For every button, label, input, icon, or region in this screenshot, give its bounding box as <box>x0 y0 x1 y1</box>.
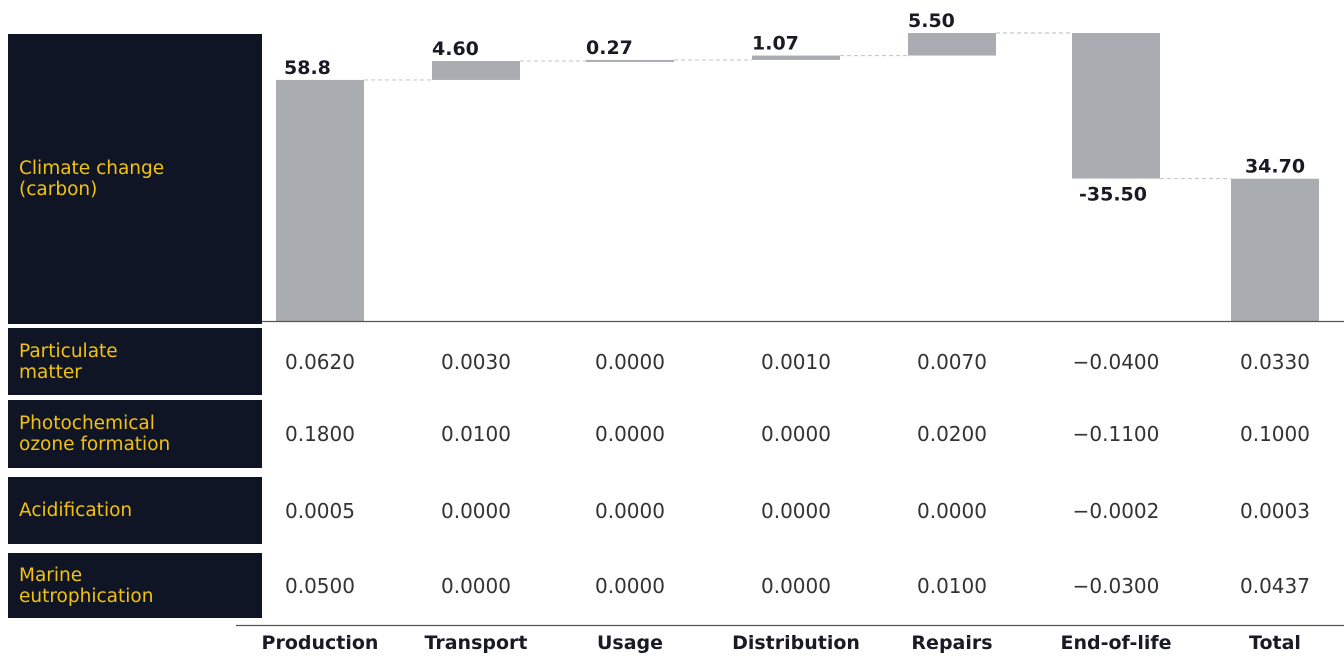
table-cell: 0.0010 <box>761 349 831 374</box>
table-cell: 0.0000 <box>595 498 665 523</box>
table-cell: 0.0330 <box>1240 349 1310 374</box>
category-label: Total <box>1249 632 1301 654</box>
category-label: Production <box>261 632 379 654</box>
bar-distribution <box>752 55 840 60</box>
value-label: 58.8 <box>284 57 331 79</box>
row-label: Climate change (carbon) <box>8 34 262 324</box>
category-label: Transport <box>424 632 528 654</box>
value-label: 1.07 <box>752 33 799 55</box>
row-label: Particulate matter <box>8 328 262 395</box>
category-label: Usage <box>596 632 664 654</box>
value-label: 5.50 <box>908 10 955 32</box>
table-cell: −0.0400 <box>1072 349 1160 374</box>
category-label: End-of-life <box>1060 632 1172 654</box>
table-cell: 0.0003 <box>1240 498 1310 523</box>
value-label: 0.27 <box>586 37 633 59</box>
value-label: -35.50 <box>1079 184 1147 206</box>
bar-transport <box>432 61 520 80</box>
table-cell: 0.0500 <box>285 573 355 598</box>
bar-production <box>276 79 364 321</box>
table-cell: 0.0000 <box>441 573 511 598</box>
table-cell: 0.0005 <box>285 498 355 523</box>
table-cell: 0.0100 <box>441 422 511 446</box>
table-cell: 0.1800 <box>285 422 355 446</box>
bar-usage <box>586 59 674 62</box>
row-label: Marine eutrophication <box>8 553 262 618</box>
table-cell: 0.0000 <box>595 422 665 446</box>
table-cell: 0.1000 <box>1240 422 1310 446</box>
value-label: 34.70 <box>1245 156 1305 178</box>
table-cell: 0.0100 <box>917 573 987 598</box>
table-cell: 0.0000 <box>761 422 831 446</box>
table-cell: 0.0000 <box>441 498 511 523</box>
table-cell: 0.0000 <box>595 349 665 374</box>
table-cell: −0.0002 <box>1072 498 1160 523</box>
table-cell: 0.0000 <box>917 498 987 523</box>
row-label: Acidification <box>8 477 262 544</box>
bar-end-of-life <box>1072 33 1160 179</box>
table-cell: 0.0437 <box>1240 573 1310 598</box>
table-cell: 0.0200 <box>917 422 987 446</box>
table-cell: 0.0070 <box>917 349 987 374</box>
table-cell: 0.0000 <box>595 573 665 598</box>
table-cell: −0.0300 <box>1072 573 1160 598</box>
row-label: Photochemical ozone formation <box>8 400 262 468</box>
category-label: Distribution <box>732 632 860 654</box>
table-cell: 0.0030 <box>441 349 511 374</box>
table-cell: 0.0620 <box>285 349 355 374</box>
category-label: Repairs <box>911 632 993 654</box>
bar-total <box>1231 178 1319 321</box>
value-label: 4.60 <box>432 38 479 60</box>
table-cell: 0.0000 <box>761 498 831 523</box>
bar-repairs <box>908 33 996 56</box>
table-cell: 0.0000 <box>761 573 831 598</box>
table-cell: −0.1100 <box>1072 422 1160 446</box>
